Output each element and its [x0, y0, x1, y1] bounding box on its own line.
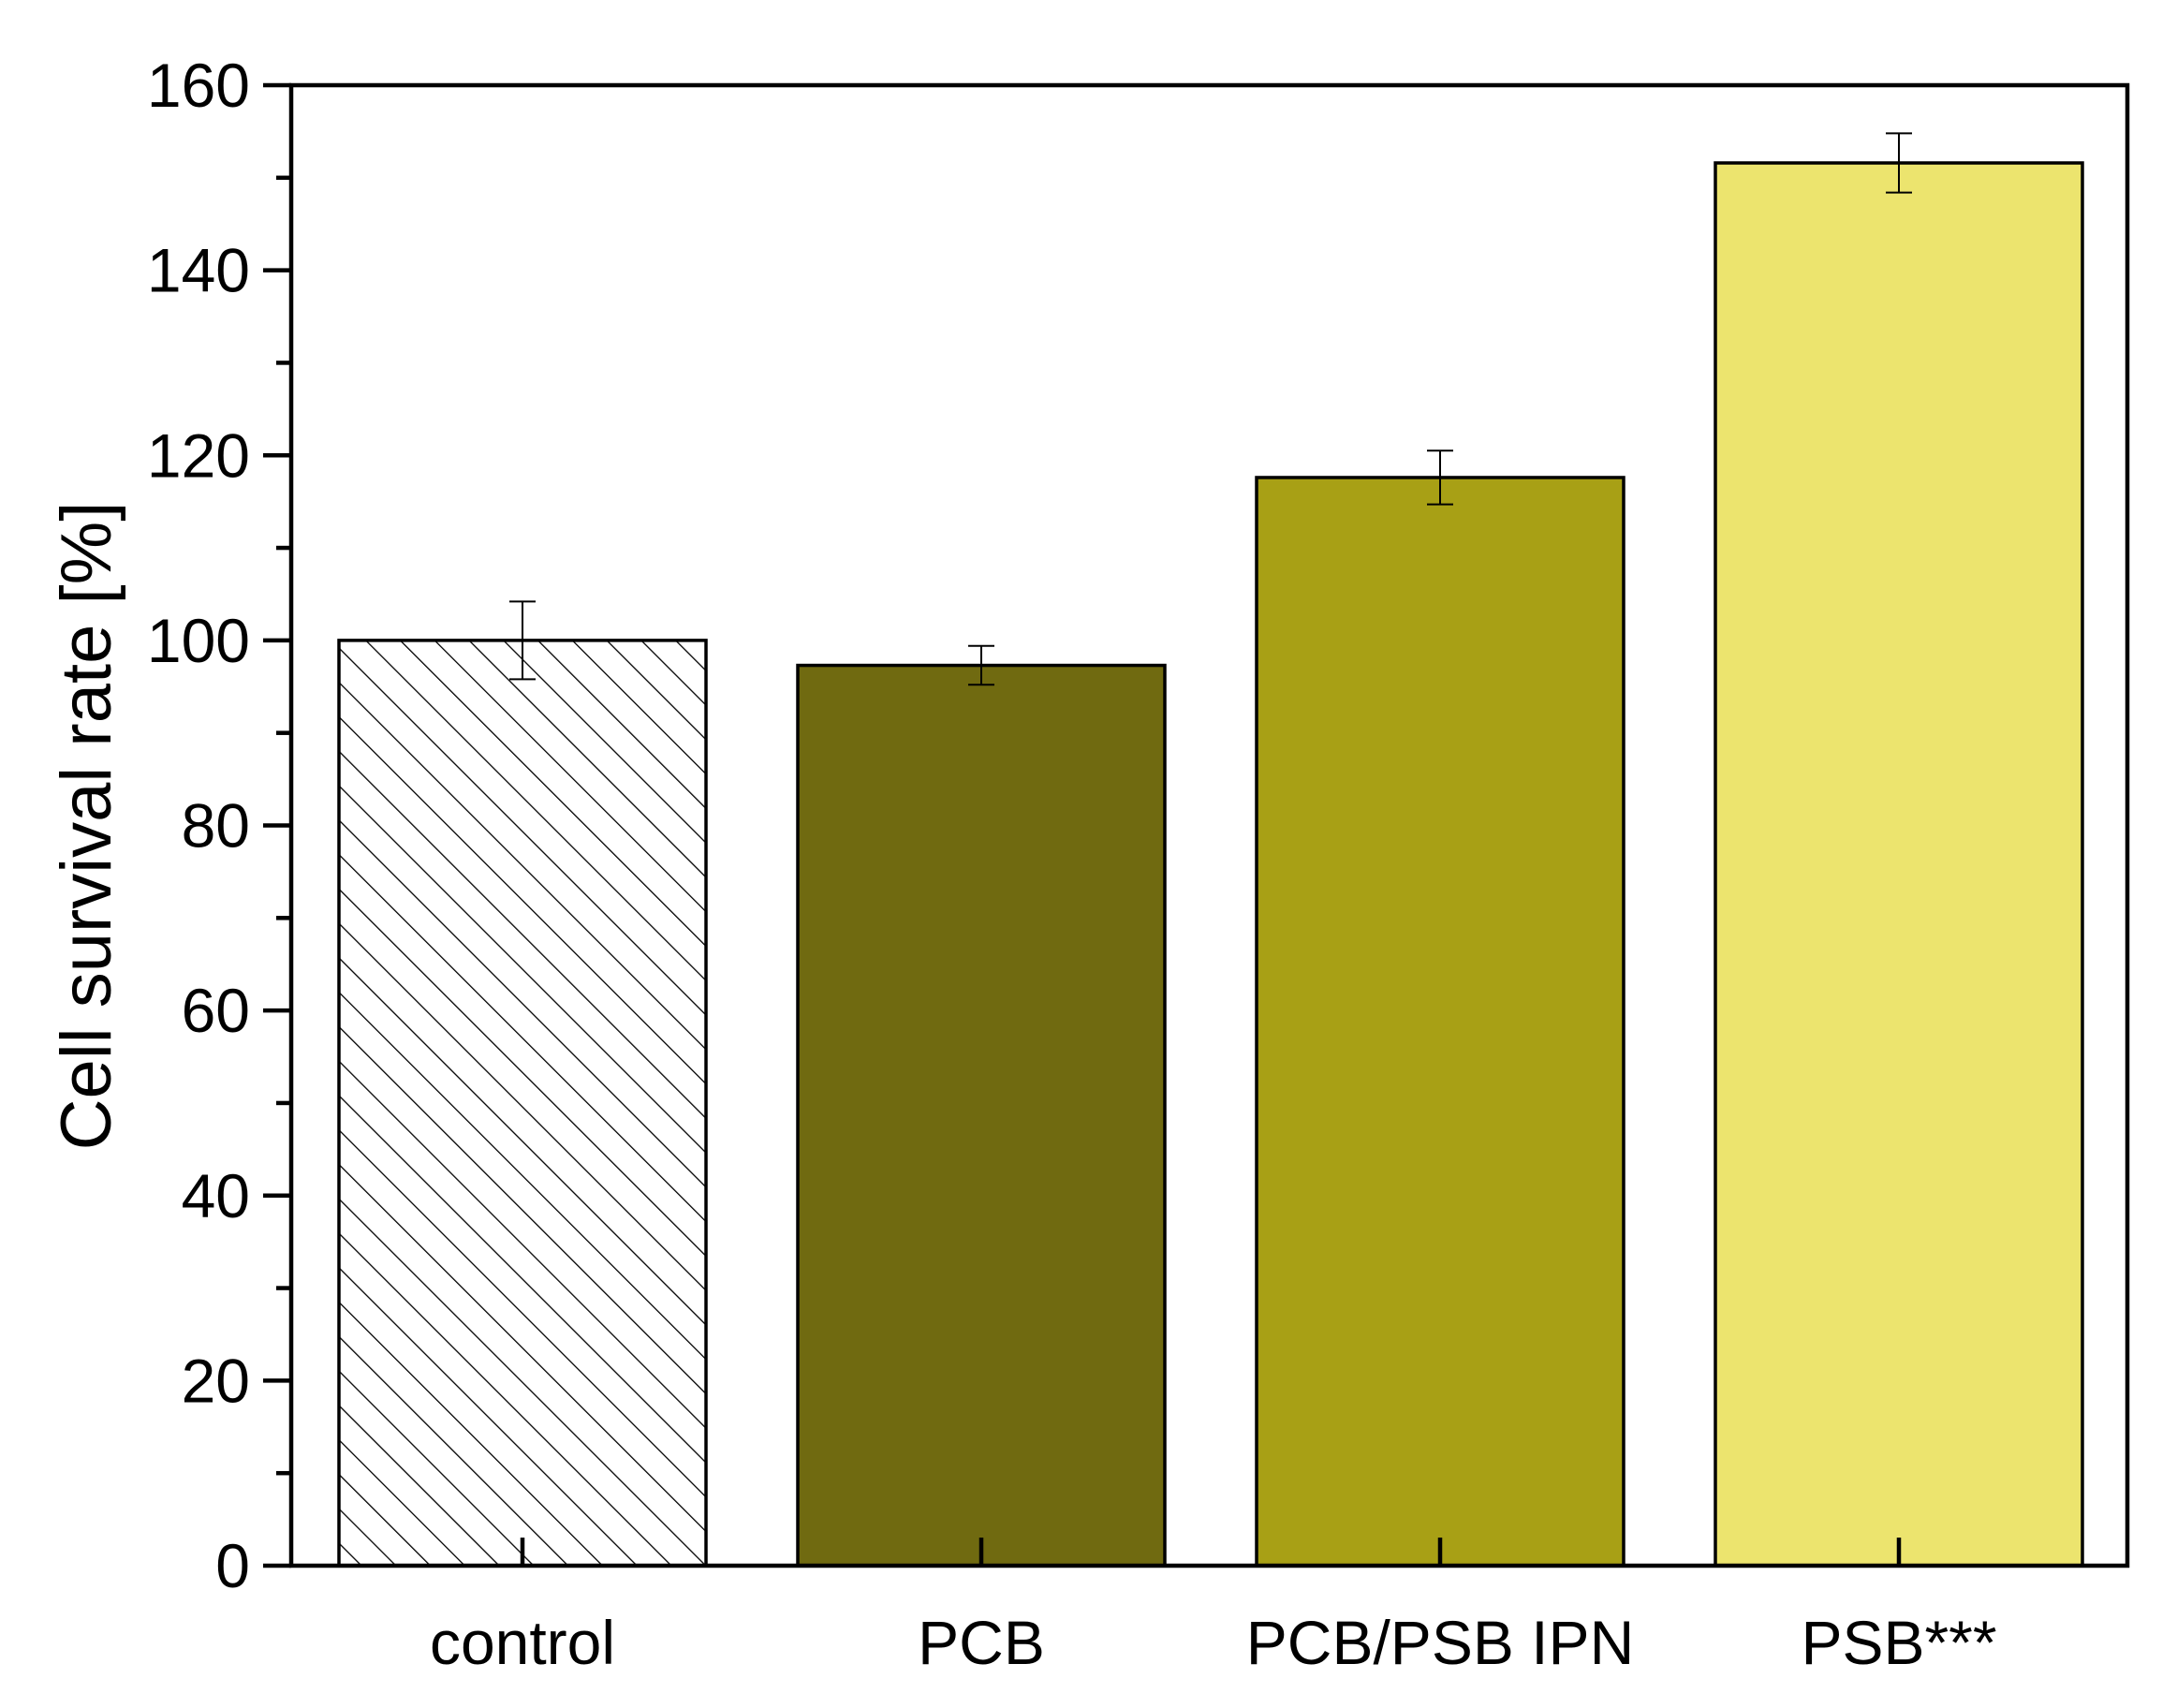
y-tick-label-60: 60 — [182, 976, 250, 1045]
y-axis: 0 20 40 60 80 100 120 140 160 — [147, 51, 291, 1600]
x-axis: control PCB PCB/PSB IPN PSB*** — [430, 1538, 1997, 1677]
y-tick-label-20: 20 — [182, 1346, 250, 1415]
bars-layer — [337, 161, 2084, 1568]
error-bar-3 — [1886, 132, 1912, 194]
bar-1 — [796, 663, 1167, 1568]
error-bars-layer — [509, 132, 1912, 686]
y-tick-label-140: 140 — [147, 236, 250, 305]
x-tick-label-1: PCB — [918, 1608, 1045, 1677]
y-tick-label-80: 80 — [182, 791, 250, 861]
y-tick-label-0: 0 — [215, 1531, 250, 1600]
bar-2 — [1255, 476, 1625, 1568]
error-bar-0 — [509, 600, 536, 681]
x-tick-label-3: PSB*** — [1801, 1608, 1996, 1677]
x-tick-label-0: control — [430, 1608, 615, 1677]
error-bar-1 — [968, 644, 994, 686]
bar-0 — [337, 639, 708, 1568]
y-axis-title: Cell survival rate [%] — [47, 502, 126, 1151]
error-bar-2 — [1427, 449, 1453, 506]
y-tick-label-160: 160 — [147, 51, 250, 120]
y-tick-label-120: 120 — [147, 420, 250, 490]
x-tick-label-2: PCB/PSB IPN — [1246, 1608, 1634, 1677]
y-tick-label-40: 40 — [182, 1161, 250, 1230]
y-tick-label-100: 100 — [147, 606, 250, 675]
bar-3 — [1714, 161, 2084, 1568]
